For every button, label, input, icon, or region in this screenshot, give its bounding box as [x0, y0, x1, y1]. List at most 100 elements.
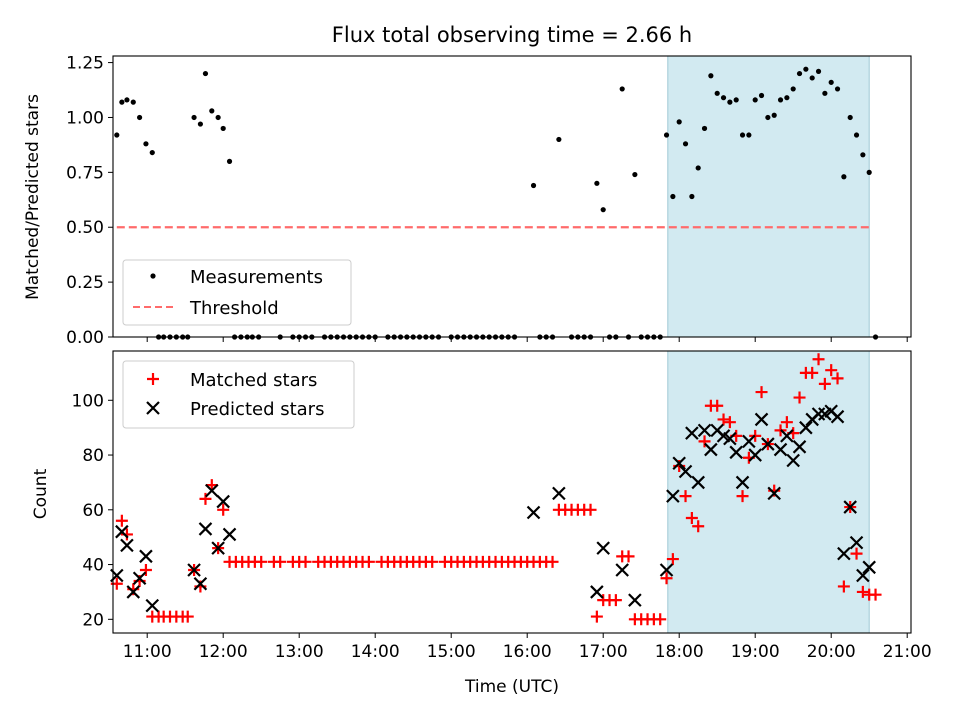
legend-measurements-marker — [150, 273, 156, 279]
predicted-star-point — [799, 420, 813, 435]
measurement-point — [815, 68, 822, 74]
matched-star-point — [255, 555, 268, 568]
matched-star-point — [362, 555, 375, 568]
predicted-star-point — [145, 598, 160, 613]
measurement-point — [828, 79, 834, 85]
predicted-star-point — [767, 486, 781, 501]
measurement-point — [860, 152, 866, 158]
legend-predicted-marker — [146, 401, 160, 415]
predicted-star-point — [139, 549, 153, 564]
measurement-point — [758, 92, 765, 99]
matched-star-point — [818, 377, 831, 390]
predicted-star-point — [120, 538, 134, 553]
measurement-point — [130, 99, 136, 105]
measurement-point — [841, 174, 847, 180]
ratio-y-tick-label: 0.25 — [66, 273, 104, 293]
matched-star-point — [806, 366, 819, 379]
measurement-point — [530, 182, 537, 189]
measurement-point — [847, 114, 853, 121]
matched-star-point — [120, 528, 133, 541]
measurement-point — [733, 97, 739, 103]
legend-predicted-label: Predicted stars — [190, 399, 324, 420]
matched-star-point — [723, 416, 736, 429]
count-y-tick-label: 20 — [82, 610, 104, 630]
measurement-point — [215, 114, 221, 121]
measurement-point — [619, 86, 625, 92]
matched-star-point — [856, 585, 869, 598]
ratio-axes: 0.00 0.25 0.50 0.75 1.00 1.25 — [66, 54, 912, 348]
x-tick-label: 15:00 — [427, 642, 476, 662]
predicted-star-point — [552, 486, 566, 501]
measurement-point — [220, 125, 226, 132]
predicted-star-point — [126, 585, 141, 599]
measurement-point — [752, 97, 758, 103]
measurement-point — [695, 165, 701, 171]
matched-star-point — [812, 353, 825, 366]
count-panel: 20 40 60 80 100 11:00 12:00 13:00 14:00 15:00 16:0… — [31, 350, 932, 697]
matched-star-point — [660, 572, 673, 585]
predicted-star-point — [666, 489, 680, 503]
predicted-star-point — [723, 431, 737, 446]
measurement-point — [714, 90, 720, 96]
measurement-point — [197, 121, 203, 127]
legend-matched-label: Matched stars — [190, 370, 317, 391]
matched-star-point — [217, 503, 230, 516]
measurement-point — [632, 171, 638, 178]
predicted-star-point — [780, 429, 794, 443]
predicted-star-point — [672, 456, 686, 471]
measurement-point — [202, 70, 209, 77]
predicted-star-point — [742, 434, 756, 449]
measurement-point — [746, 132, 752, 138]
matched-star-point — [622, 550, 635, 563]
predicted-star-point — [792, 440, 807, 454]
measurement-point — [114, 132, 120, 138]
measurement-point — [727, 99, 733, 105]
measurement-point — [790, 86, 796, 92]
ratio-y-axis-label: Matched/Predicted stars — [23, 94, 43, 300]
matched-star-point — [546, 555, 559, 568]
predicted-star-point — [222, 527, 237, 542]
predicted-star-point — [837, 546, 851, 561]
predicted-star-point — [193, 576, 208, 591]
matched-star-point — [850, 547, 863, 560]
measurement-point — [209, 108, 215, 114]
measurement-point — [720, 95, 727, 101]
x-tick-label: 11:00 — [123, 642, 172, 662]
matched-star-point — [139, 564, 152, 577]
measurement-point — [689, 193, 695, 200]
predicted-star-point — [830, 409, 845, 424]
measurement-point — [803, 66, 809, 72]
measurement-point — [765, 114, 771, 121]
matched-star-point — [590, 610, 603, 623]
predicted-star-point — [729, 445, 743, 460]
predicted-star-point — [735, 475, 750, 490]
count-y-tick-label: 40 — [82, 556, 104, 576]
measurement-point — [594, 180, 600, 186]
predicted-star-point — [856, 568, 870, 583]
count-legend: Matched stars Predicted stars — [122, 360, 355, 429]
matched-star-point — [837, 580, 850, 593]
matched-star-point — [299, 555, 312, 568]
predicted-star-point — [691, 475, 705, 490]
matched-star-point — [780, 416, 793, 429]
matched-star-point — [698, 435, 711, 448]
count-observing-window-band — [667, 350, 870, 634]
measurement-point — [853, 132, 860, 138]
measurement-point — [796, 70, 803, 77]
x-tick-label: 18:00 — [655, 642, 704, 662]
predicted-star-point — [704, 442, 718, 457]
measurement-point — [663, 132, 670, 138]
matched-star-point — [654, 613, 667, 626]
matched-star-point — [869, 588, 882, 601]
ratio-y-tick-label: 1.00 — [66, 108, 104, 128]
matched-star-point — [685, 512, 698, 525]
matched-star-point — [736, 490, 749, 503]
matched-star-point — [825, 364, 838, 377]
measurement-point — [556, 136, 562, 143]
matched-star-point — [609, 594, 622, 607]
predicted-star-point — [811, 407, 826, 421]
predicted-star-point — [786, 453, 800, 468]
predicted-star-point — [862, 560, 876, 575]
measurement-point — [777, 97, 784, 103]
x-tick-label: 13:00 — [275, 642, 324, 662]
